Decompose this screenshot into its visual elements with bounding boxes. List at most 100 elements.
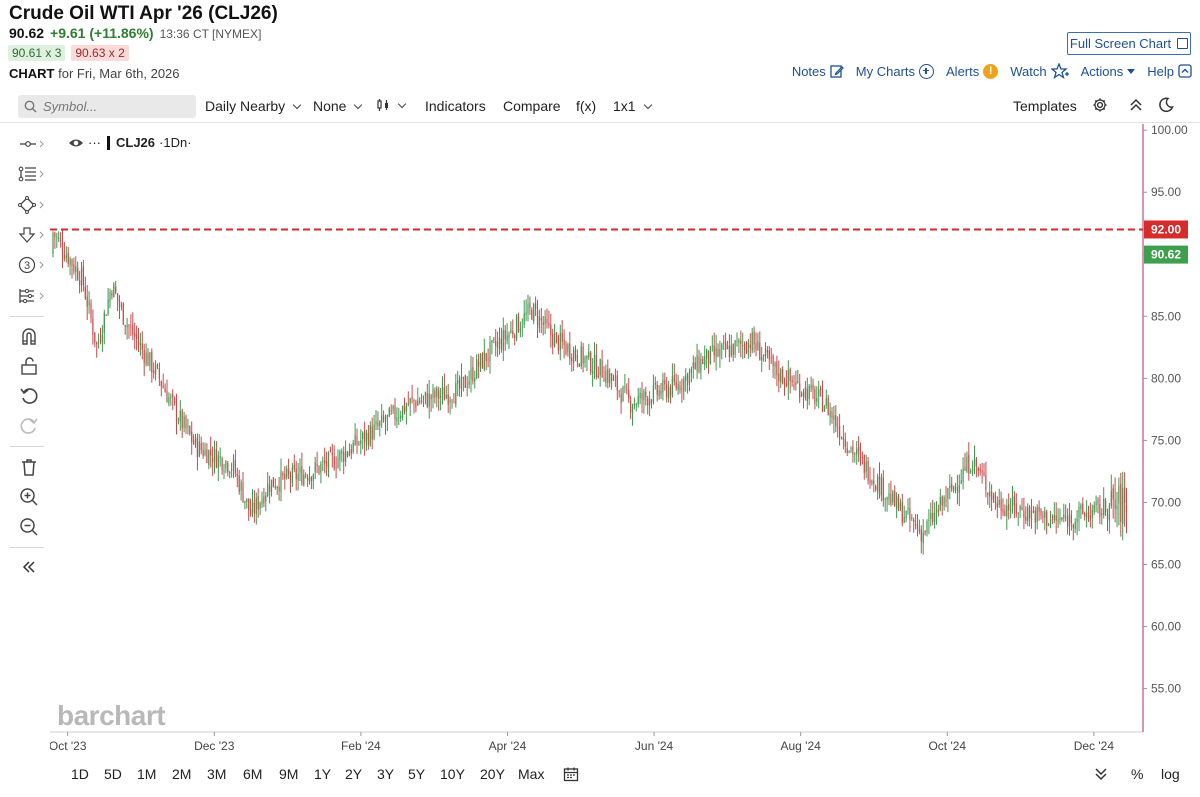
my-charts-link[interactable]: My Charts	[856, 63, 935, 79]
tool-divider	[10, 446, 44, 447]
alerts-link[interactable]: Alerts !	[946, 63, 999, 79]
shape-tool[interactable]	[18, 192, 44, 218]
layout-dropdown[interactable]: 1x1	[613, 98, 652, 114]
candle-body	[318, 466, 320, 474]
candle-body	[358, 443, 360, 444]
undo-button[interactable]	[16, 383, 42, 409]
eye-icon[interactable]	[68, 137, 84, 149]
range-button-20y[interactable]: 20Y	[480, 766, 505, 782]
range-button-2y[interactable]: 2Y	[345, 766, 363, 782]
candle-body	[54, 232, 56, 237]
alerts-label: Alerts	[946, 63, 980, 79]
candle-body	[434, 390, 436, 398]
candle-body	[905, 510, 907, 519]
symbol-search[interactable]	[18, 95, 196, 118]
candle-body	[193, 440, 195, 444]
legend-symbol: CLJ26	[116, 135, 156, 150]
candle-body	[888, 493, 890, 500]
range-button-3y[interactable]: 3Y	[377, 766, 395, 782]
price-chart[interactable]: 100.0095.0090.0085.0080.0075.0070.0065.0…	[50, 124, 1200, 764]
candle-body	[768, 350, 770, 360]
candle-body	[324, 460, 326, 464]
chart-canvas[interactable]: 100.0095.0090.0085.0080.0075.0070.0065.0…	[50, 124, 1200, 764]
studies-dropdown[interactable]: None	[313, 98, 363, 114]
range-button-1d[interactable]: 1D	[71, 766, 89, 782]
actions-menu[interactable]: Actions	[1081, 64, 1136, 79]
tool-divider	[10, 547, 44, 548]
zoom-out-button[interactable]	[16, 514, 42, 540]
candle-body	[189, 426, 191, 434]
candle-body	[75, 266, 77, 272]
double-chevron-down-icon[interactable]	[1094, 767, 1108, 781]
measure-tool[interactable]	[18, 283, 44, 309]
candle-body	[605, 371, 607, 384]
delete-drawings-button[interactable]	[16, 454, 42, 480]
range-button-10y[interactable]: 10Y	[440, 766, 465, 782]
range-button-max[interactable]: Max	[518, 766, 545, 782]
candle-body	[115, 286, 117, 293]
candle-body	[99, 340, 102, 341]
aggregation-dropdown[interactable]: Daily Nearby	[205, 98, 302, 114]
candle-body	[747, 342, 749, 353]
candle-body	[139, 343, 141, 346]
range-button-5y[interactable]: 5Y	[408, 766, 426, 782]
collapse-button[interactable]	[1129, 98, 1143, 115]
lock-tool[interactable]	[16, 353, 42, 379]
candle-body	[1008, 504, 1010, 511]
candle-body	[998, 499, 1000, 505]
settings-button[interactable]	[1092, 97, 1108, 116]
range-button-9m[interactable]: 9M	[279, 766, 299, 782]
candle-body	[738, 339, 740, 343]
candle-body	[162, 385, 164, 388]
redo-button[interactable]	[16, 413, 42, 439]
range-button-6m[interactable]: 6M	[243, 766, 263, 782]
templates-button[interactable]: Templates	[1013, 98, 1077, 114]
dark-mode-toggle[interactable]	[1158, 97, 1174, 116]
range-button-2m[interactable]: 2M	[172, 766, 192, 782]
percent-scale-button[interactable]: %	[1131, 766, 1144, 782]
candle-body	[111, 293, 113, 296]
undo-icon	[20, 388, 38, 404]
notes-link[interactable]: Notes	[792, 64, 844, 79]
candle-body	[299, 467, 301, 473]
fib-tool[interactable]	[18, 161, 44, 187]
candle-body	[856, 448, 858, 455]
collapse-tools-button[interactable]	[16, 554, 42, 580]
candle-body	[498, 337, 501, 345]
candle-body	[1048, 524, 1050, 525]
candle-body	[430, 395, 432, 400]
chart-type-dropdown[interactable]	[376, 98, 407, 112]
compare-button[interactable]: Compare	[503, 98, 561, 114]
candle-body	[569, 343, 571, 360]
candle-body	[953, 486, 955, 491]
candle-body	[234, 460, 236, 474]
candle-body	[84, 286, 86, 299]
candle-body	[780, 368, 782, 383]
full-screen-chart-button[interactable]: Full Screen Chart	[1067, 32, 1191, 55]
range-button-1m[interactable]: 1M	[137, 766, 157, 782]
range-button-1y[interactable]: 1Y	[314, 766, 332, 782]
candle-body	[263, 496, 265, 504]
range-button-3m[interactable]: 3M	[207, 766, 227, 782]
symbol-input[interactable]	[43, 99, 183, 114]
candle-body	[700, 358, 702, 373]
counter-tool[interactable]: 3	[18, 252, 44, 278]
indicators-button[interactable]: Indicators	[425, 98, 486, 114]
candle-body	[265, 495, 267, 502]
candle-body	[1034, 510, 1036, 523]
candle-body	[536, 310, 539, 326]
arrow-tool[interactable]	[18, 222, 44, 248]
legend-dots[interactable]: ···	[88, 135, 101, 150]
fx-button[interactable]: f(x)	[576, 98, 596, 114]
trendline-tool[interactable]	[18, 131, 44, 157]
calendar-icon[interactable]	[563, 766, 579, 782]
watch-link[interactable]: Watch	[1010, 63, 1069, 79]
help-menu[interactable]: Help	[1147, 64, 1192, 79]
log-scale-button[interactable]: log	[1161, 766, 1180, 782]
zoom-in-button[interactable]	[16, 484, 42, 510]
redo-icon	[20, 418, 38, 434]
range-button-5d[interactable]: 5D	[104, 766, 122, 782]
bid-quote: 90.61 x 3	[8, 45, 66, 61]
magnet-tool[interactable]	[16, 323, 42, 349]
candle-body	[734, 340, 736, 354]
